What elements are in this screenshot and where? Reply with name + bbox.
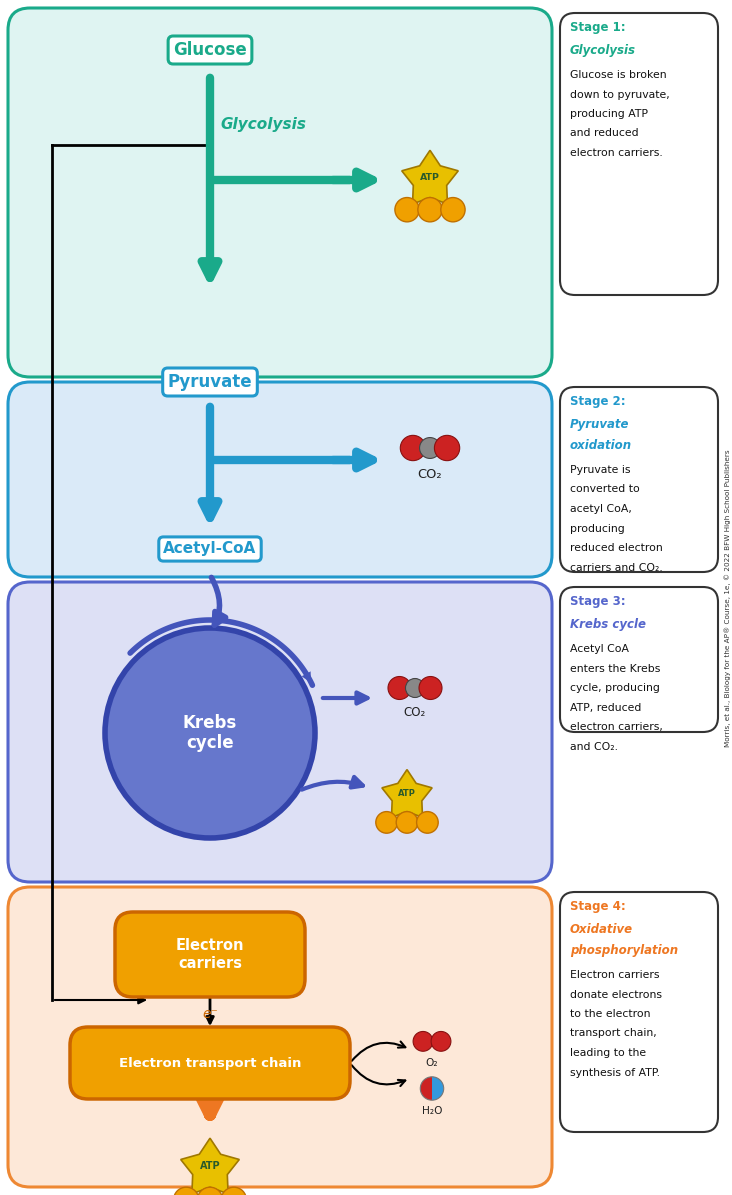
Text: e⁻: e⁻	[202, 1007, 218, 1021]
Text: Electron transport chain: Electron transport chain	[119, 1056, 301, 1070]
Circle shape	[406, 679, 425, 698]
FancyBboxPatch shape	[560, 587, 718, 733]
Text: Krebs
cycle: Krebs cycle	[183, 713, 237, 753]
Text: carriers and CO₂.: carriers and CO₂.	[570, 563, 662, 572]
Text: O₂: O₂	[426, 1058, 438, 1067]
Text: and reduced: and reduced	[570, 129, 638, 139]
Text: oxidation: oxidation	[570, 439, 632, 452]
Text: ATP, reduced: ATP, reduced	[570, 703, 641, 712]
Polygon shape	[181, 1138, 239, 1194]
Text: donate electrons: donate electrons	[570, 989, 662, 999]
Text: ATP: ATP	[420, 173, 440, 182]
Text: Acetyl CoA: Acetyl CoA	[570, 644, 629, 654]
Text: to the electron: to the electron	[570, 1009, 651, 1019]
FancyBboxPatch shape	[8, 8, 552, 376]
Circle shape	[441, 197, 465, 222]
Text: down to pyruvate,: down to pyruvate,	[570, 90, 670, 99]
Circle shape	[400, 435, 425, 460]
Text: electron carriers.: electron carriers.	[570, 148, 662, 158]
Circle shape	[221, 1187, 247, 1195]
Text: Glucose: Glucose	[173, 41, 247, 59]
Text: Acetyl-CoA: Acetyl-CoA	[163, 541, 257, 557]
Circle shape	[418, 197, 442, 222]
FancyBboxPatch shape	[560, 891, 718, 1132]
Circle shape	[419, 676, 442, 699]
Text: cycle, producing: cycle, producing	[570, 684, 660, 693]
Text: CO₂: CO₂	[418, 468, 442, 482]
Polygon shape	[382, 770, 432, 817]
Text: converted to: converted to	[570, 484, 640, 495]
Text: Krebs cycle: Krebs cycle	[570, 618, 646, 631]
Text: acetyl CoA,: acetyl CoA,	[570, 504, 632, 514]
Text: reduced electron: reduced electron	[570, 543, 662, 553]
Circle shape	[105, 629, 315, 838]
Circle shape	[173, 1187, 199, 1195]
Polygon shape	[402, 151, 458, 204]
Circle shape	[395, 197, 419, 222]
FancyBboxPatch shape	[560, 13, 718, 295]
Text: ATP: ATP	[398, 789, 416, 798]
Text: Morris, et al., Biology for the AP® Course, 1e, © 2022 BFW High School Publisher: Morris, et al., Biology for the AP® Cour…	[725, 449, 731, 747]
Circle shape	[388, 676, 411, 699]
Circle shape	[198, 1187, 223, 1195]
Polygon shape	[420, 1077, 432, 1101]
FancyArrowPatch shape	[323, 692, 367, 704]
Text: phosphorylation: phosphorylation	[570, 944, 678, 957]
Text: Stage 4:: Stage 4:	[570, 900, 626, 913]
Circle shape	[376, 811, 397, 833]
FancyBboxPatch shape	[8, 887, 552, 1187]
Text: Pyruvate: Pyruvate	[570, 418, 630, 431]
Text: H₂O: H₂O	[422, 1107, 442, 1116]
Text: and CO₂.: and CO₂.	[570, 742, 618, 752]
Text: Pyruvate is: Pyruvate is	[570, 465, 630, 474]
FancyBboxPatch shape	[8, 382, 552, 577]
Text: Electron
carriers: Electron carriers	[176, 938, 244, 970]
Text: Oxidative: Oxidative	[570, 923, 633, 936]
Text: Glucose is broken: Glucose is broken	[570, 71, 667, 80]
FancyArrowPatch shape	[212, 577, 225, 625]
Text: Stage 1:: Stage 1:	[570, 22, 626, 33]
Text: Pyruvate: Pyruvate	[168, 373, 253, 391]
Text: electron carriers,: electron carriers,	[570, 722, 663, 733]
Text: synthesis of ATP.: synthesis of ATP.	[570, 1067, 660, 1078]
FancyBboxPatch shape	[560, 387, 718, 572]
Circle shape	[413, 1031, 433, 1052]
Text: enters the Krebs: enters the Krebs	[570, 663, 660, 674]
Polygon shape	[432, 1077, 444, 1101]
Circle shape	[419, 437, 441, 459]
Text: ATP: ATP	[200, 1162, 220, 1171]
Text: producing: producing	[570, 523, 624, 533]
Circle shape	[434, 435, 460, 460]
Text: Glycolysis: Glycolysis	[220, 117, 306, 133]
FancyBboxPatch shape	[115, 912, 305, 997]
Circle shape	[396, 811, 418, 833]
Text: transport chain,: transport chain,	[570, 1029, 657, 1038]
FancyBboxPatch shape	[70, 1027, 350, 1099]
Text: leading to the: leading to the	[570, 1048, 646, 1058]
Circle shape	[417, 811, 438, 833]
Text: Stage 2:: Stage 2:	[570, 396, 626, 407]
Circle shape	[431, 1031, 451, 1052]
Text: Stage 3:: Stage 3:	[570, 595, 626, 608]
Text: Electron carriers: Electron carriers	[570, 970, 660, 980]
Text: CO₂: CO₂	[404, 706, 426, 719]
Text: Glycolysis: Glycolysis	[570, 44, 636, 57]
Text: producing ATP: producing ATP	[570, 109, 648, 120]
FancyBboxPatch shape	[8, 582, 552, 882]
FancyArrowPatch shape	[302, 777, 363, 790]
